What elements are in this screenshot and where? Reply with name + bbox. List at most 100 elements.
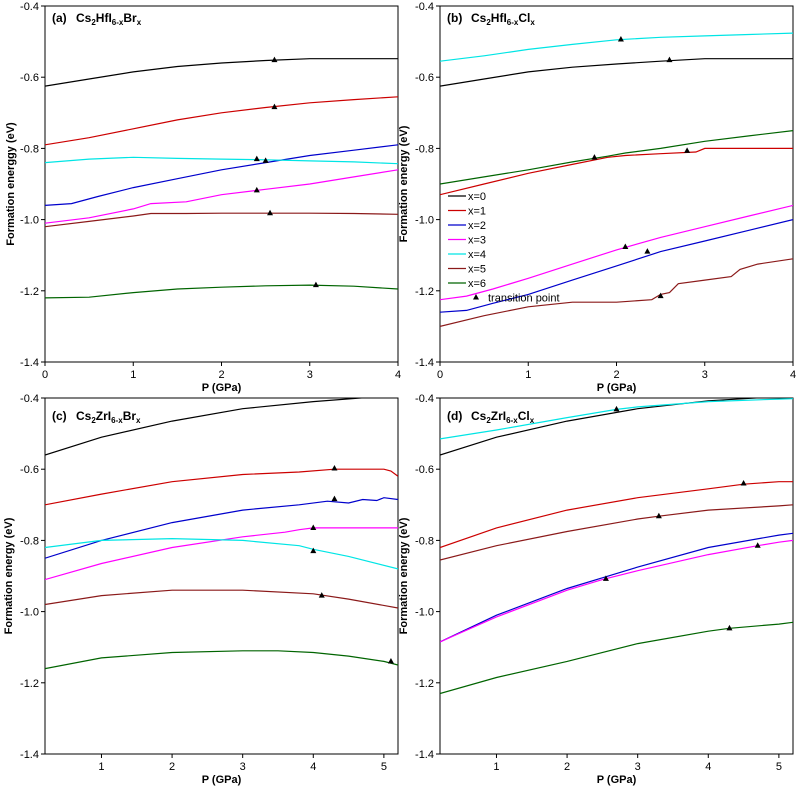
transition-point-marker: [591, 154, 598, 160]
y-tick-label: -1.2: [415, 678, 434, 690]
x-tick-label: 1: [98, 761, 104, 773]
transition-point-marker: [331, 464, 338, 471]
panel-title-part: HfI: [491, 11, 507, 25]
y-tick-label: -0.6: [20, 72, 39, 84]
series-line-x0: [440, 58, 793, 87]
legend-label: x=4: [468, 249, 486, 261]
panel-title-part: Cs: [76, 11, 92, 25]
legend-label: x=1: [468, 206, 486, 218]
x-tick-label: 4: [395, 369, 401, 381]
y-tick-label: -0.6: [415, 464, 434, 476]
chart-panel-c: 1 2 3 4 5 -1.4 -1.2 -1.0 -0.8 -0.6 -0.4 P (GPa) Form…: [3, 393, 399, 786]
series-line-x5: [45, 589, 398, 609]
series-line-x2: [440, 532, 793, 643]
panel-title: Cs2ZrI6-xClx: [471, 409, 535, 425]
legend-label: x=6: [468, 278, 486, 290]
panel-title-part: 6-x: [112, 18, 124, 27]
transition-point-marker: [262, 157, 269, 163]
y-tick-label: -0.6: [20, 464, 39, 476]
series-line-x6: [45, 284, 398, 299]
series-line-x3: [440, 204, 793, 301]
legend-label: x=5: [468, 264, 486, 276]
x-tick-label: 3: [307, 369, 313, 381]
transition-point-marker: [655, 512, 662, 519]
x-tick-label: 2: [564, 761, 570, 773]
plot-frame: [44, 5, 399, 363]
transition-point-marker: [622, 243, 629, 250]
y-tick-label: -0.4: [20, 1, 39, 13]
y-tick-label: -1.2: [20, 286, 39, 298]
panel-title-part: 6-x: [506, 416, 518, 425]
y-axis-label: Formation energy (eV): [398, 125, 410, 242]
x-tick-label: 0: [437, 369, 443, 381]
transition-point-marker: [271, 103, 278, 110]
transition-point-marker: [271, 56, 278, 63]
x-tick-label: 3: [702, 369, 708, 381]
plot-frame: [439, 5, 794, 363]
panel-label: (b): [447, 11, 462, 25]
x-tick-label: 1: [130, 369, 136, 381]
series-line-x1: [440, 147, 793, 196]
y-tick-label: -1.0: [415, 607, 434, 619]
y-tick-label: -0.8: [20, 535, 39, 547]
panel-label: (d): [447, 409, 462, 423]
x-tick-label: 4: [310, 761, 316, 773]
y-tick-label: -1.4: [20, 357, 39, 369]
panel-title: Cs2ZrI6-xBrx: [76, 409, 141, 425]
y-tick-label: -1.4: [415, 357, 434, 369]
panel-title-part: 6-x: [111, 416, 123, 425]
transition-point-marker: [657, 292, 664, 299]
series-line-x5: [440, 258, 793, 327]
x-tick-label: 5: [381, 761, 387, 773]
series-line-x1: [45, 96, 398, 146]
transition-point-marker: [602, 575, 609, 581]
plot-frame: [439, 397, 794, 755]
y-tick-label: -0.8: [20, 143, 39, 155]
legend-label: x=2: [468, 220, 486, 232]
series-line-x4: [440, 32, 793, 62]
x-tick-label: 4: [790, 369, 796, 381]
series-line-x0: [45, 398, 369, 456]
y-tick-label: -1.2: [20, 678, 39, 690]
panel-title-part: Cl: [518, 11, 530, 25]
x-axis-label: P (GPa): [597, 382, 637, 394]
panel-title-part: 2: [486, 416, 491, 425]
x-tick-label: 1: [493, 761, 499, 773]
transition-point-marker: [267, 209, 274, 216]
x-tick-label: 3: [240, 761, 246, 773]
series-line-x4: [440, 398, 793, 440]
panel-title-part: Br: [123, 11, 137, 25]
x-axis-label: P (GPa): [597, 774, 637, 786]
y-tick-label: -0.4: [415, 1, 434, 13]
transition-point-marker: [684, 147, 691, 153]
series-line-x0: [45, 58, 398, 87]
x-tick-label: 5: [776, 761, 782, 773]
series-line-x1: [45, 468, 398, 506]
panel-title-part: x: [136, 416, 141, 425]
panel-title-part: 2: [91, 18, 96, 27]
panel-title: Cs2HfI6-xClx: [471, 11, 535, 27]
transition-point-marker: [617, 35, 624, 42]
y-tick-label: -0.8: [415, 535, 434, 547]
transition-point-marker: [666, 56, 673, 63]
panel-title-part: Cs: [471, 11, 487, 25]
panel-title-part: x: [530, 416, 535, 425]
series-line-x5: [45, 212, 398, 228]
series-line-x6: [440, 621, 793, 695]
transition-point-marker: [253, 155, 260, 162]
panel-title-part: 2: [486, 18, 491, 27]
y-axis-label: Formation energgy (eV): [5, 122, 17, 246]
series-line-x5: [440, 504, 793, 561]
legend-label: x=3: [468, 235, 486, 247]
series-line-x2: [45, 144, 398, 206]
panel-title-part: HfI: [96, 11, 112, 25]
transition-point-marker: [310, 547, 317, 554]
transition-point-marker: [740, 479, 747, 486]
panel-title: Cs2HfI6-xBrx: [76, 11, 142, 27]
transition-point-marker: [726, 624, 733, 631]
y-tick-label: -0.4: [415, 393, 434, 405]
transition-point-marker: [644, 248, 651, 254]
panel-title-part: x: [137, 18, 142, 27]
